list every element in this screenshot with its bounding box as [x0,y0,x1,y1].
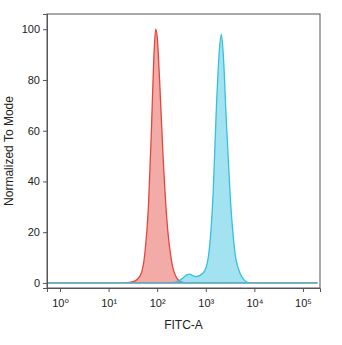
y-tick: 60 [28,125,47,137]
y-tick: 40 [28,175,47,187]
y-tick-label: 0 [34,277,40,289]
histogram-area [48,34,318,283]
x-tick-mark [254,288,255,292]
x-axis: 10⁰ 10¹ 10² 10³ 10⁴ 10⁵ [48,288,321,309]
x-tick-mark [157,288,158,292]
x-tick: 10³ [198,288,214,309]
x-tick-label: 10⁰ [52,297,69,309]
x-tick-label: 10³ [198,297,214,309]
histogram-area [48,29,318,283]
x-tick-label: 10² [150,297,166,309]
y-tick-mark [43,232,47,233]
series-group [48,29,318,283]
y-tick-label: 80 [28,74,40,86]
y-tick-label: 40 [28,175,40,187]
y-tick-mark [43,283,47,284]
y-tick: 100 [22,23,47,35]
x-tick: 10⁰ [52,288,69,309]
plot-frame [47,14,320,288]
y-axis: 0 20 40 60 80 100 [22,15,48,289]
x-tick-label: 10⁵ [295,297,312,309]
x-tick: 10¹ [101,288,117,309]
y-tick: 80 [28,74,47,86]
x-tick-mark [109,288,110,292]
x-tick-mark [60,288,61,292]
y-axis-title: Normalized To Mode [2,96,16,206]
y-tick: 0 [34,277,47,289]
x-axis-line [48,289,321,293]
y-tick: 20 [28,226,47,238]
plot: 10⁰ 10¹ 10² 10³ 10⁴ 10⁵ 0 20 40 60 80 100 [22,14,321,309]
x-axis-title: FITC-A [164,318,203,332]
x-tick-label: 10¹ [101,297,117,309]
chart: 10⁰ 10¹ 10² 10³ 10⁴ 10⁵ 0 20 40 60 80 100 FITC-A Norm… [0,0,342,345]
y-tick-mark [43,181,47,182]
y-tick-mark [43,80,47,81]
y-axis-line [43,15,48,289]
x-tick: 10⁵ [295,288,312,309]
x-tick: 10⁴ [246,288,263,309]
x-tick: 10² [150,288,166,309]
x-tick-mark [303,288,304,292]
y-tick-label: 20 [28,226,40,238]
x-tick-mark [206,288,207,292]
y-tick-mark [43,131,47,132]
x-tick-label: 10⁴ [246,297,263,309]
y-tick-mark [43,29,47,30]
y-tick-label: 60 [28,125,40,137]
y-tick-label: 100 [22,23,40,35]
